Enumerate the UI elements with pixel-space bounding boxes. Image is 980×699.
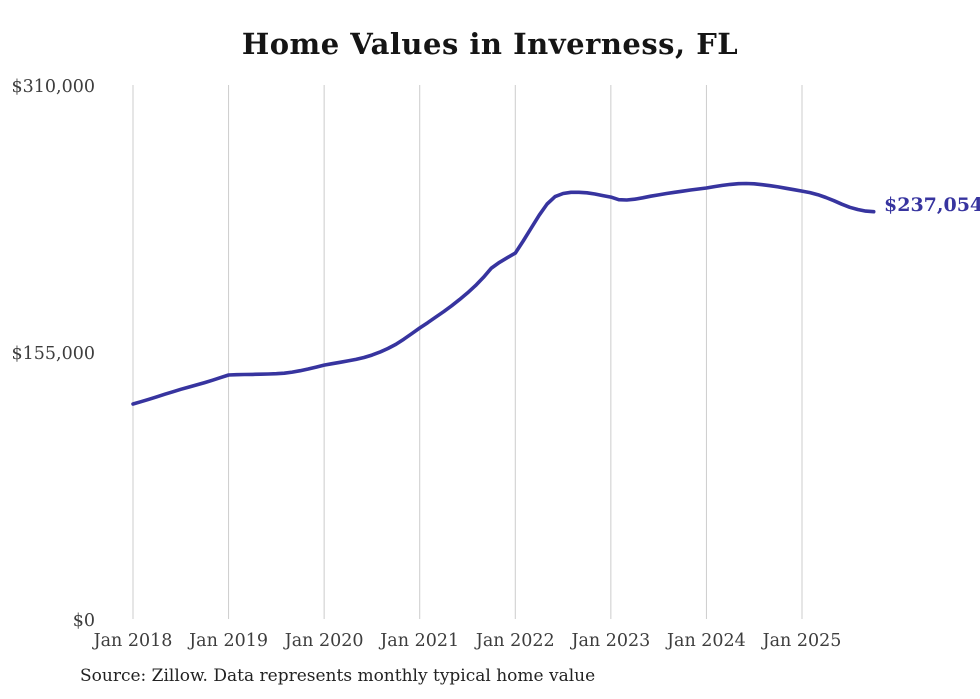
- x-tick-label: Jan 2019: [187, 631, 268, 651]
- x-tick-label: Jan 2021: [378, 631, 459, 651]
- x-tick-label: Jan 2018: [92, 631, 173, 651]
- latest-value-label: $237,054: [884, 194, 980, 216]
- x-tick-label: Jan 2024: [665, 631, 746, 651]
- chart-title: Home Values in Inverness, FL: [241, 27, 739, 61]
- x-tick-label: Jan 2020: [283, 631, 364, 651]
- x-tick-label: Jan 2023: [569, 631, 650, 651]
- source-note: Source: Zillow. Data represents monthly …: [80, 666, 596, 686]
- y-tick-label: $0: [73, 611, 95, 631]
- x-tick-label: Jan 2025: [761, 631, 842, 651]
- y-tick-label: $310,000: [11, 77, 95, 97]
- y-tick-label: $155,000: [11, 344, 95, 364]
- x-tick-label: Jan 2022: [474, 631, 555, 651]
- home-value-line: [131, 181, 876, 406]
